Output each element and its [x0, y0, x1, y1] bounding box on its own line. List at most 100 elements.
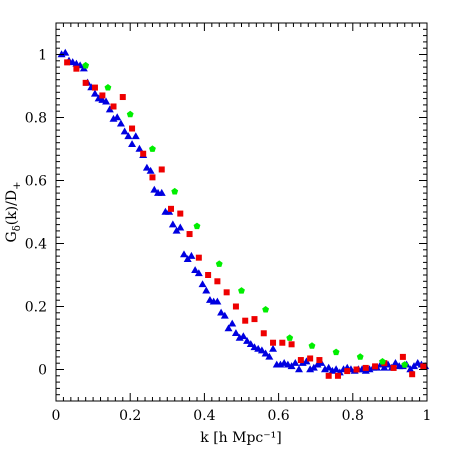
data-point-pentagon: [379, 358, 386, 365]
data-point-square: [270, 339, 277, 346]
data-point-triangle: [243, 336, 252, 344]
data-point-square: [205, 272, 212, 278]
data-point-square: [99, 92, 106, 99]
data-point-pentagon: [332, 348, 340, 356]
y-tick-label: 0.6: [25, 174, 47, 190]
x-tick-label: 0.6: [267, 408, 289, 424]
data-point-square: [158, 166, 165, 173]
x-tick-label: 0.4: [193, 408, 215, 424]
data-point-triangle: [224, 324, 233, 332]
data-point-square: [344, 368, 351, 375]
data-point-square: [214, 278, 221, 285]
data-point-triangle: [168, 220, 177, 228]
data-point-triangle: [332, 365, 341, 373]
y-axis-label-subscript: δ: [12, 225, 23, 231]
data-point-triangle: [265, 352, 274, 360]
data-point-triangle: [187, 251, 196, 259]
data-point-pentagon: [262, 306, 270, 313]
data-point-triangle: [213, 297, 222, 305]
data-point-pentagon: [356, 353, 364, 360]
data-point-pentagon: [308, 342, 316, 349]
data-point-triangle: [135, 144, 144, 152]
x-axis-label: k [h Mpc⁻¹]: [200, 430, 281, 446]
data-point-pentagon: [82, 61, 90, 69]
data-point-triangle: [191, 266, 200, 274]
data-point-square: [297, 357, 304, 364]
data-point-square: [73, 65, 80, 72]
data-point-triangle: [391, 359, 400, 366]
data-point-square: [119, 94, 126, 101]
data-point-triangle: [269, 344, 278, 352]
data-point-square: [288, 341, 295, 348]
data-point-pentagon: [126, 110, 134, 118]
data-point-square: [232, 303, 239, 310]
x-tick-label: 0.8: [342, 408, 364, 424]
y-axis-label-main: G: [4, 231, 20, 242]
series-1: [64, 59, 427, 379]
data-point-square: [353, 366, 360, 373]
data-point-square: [362, 364, 369, 371]
data-point-triangle: [146, 166, 155, 174]
series-0: [57, 48, 430, 376]
data-point-square: [390, 364, 397, 371]
data-point-triangle: [105, 105, 114, 113]
data-point-square: [64, 59, 71, 66]
data-point-triangle: [246, 340, 255, 348]
plot-frame: [55, 22, 428, 402]
data-point-square: [325, 372, 332, 379]
y-tick-label: 1: [38, 48, 47, 64]
data-point-triangle: [90, 89, 99, 97]
data-point-square: [91, 84, 98, 91]
data-point-square: [334, 372, 341, 379]
data-point-pentagon: [238, 287, 245, 294]
data-point-triangle: [302, 357, 311, 365]
data-point-square: [242, 317, 249, 324]
data-point-square: [82, 79, 89, 86]
data-point-square: [420, 363, 427, 370]
data-point-pentagon: [149, 145, 156, 152]
data-point-square: [168, 205, 175, 212]
data-point-pentagon: [193, 222, 201, 230]
y-tick-label: 0.2: [25, 300, 47, 316]
data-point-triangle: [120, 127, 129, 135]
data-point-triangle: [61, 48, 70, 56]
x-tick-labels: 0 0.2 0.4 0.6 0.8 1: [52, 408, 432, 424]
data-point-square: [195, 254, 202, 261]
data-point-triangle: [142, 163, 151, 171]
y-axis-label-subscript-2: +: [12, 182, 23, 190]
ticks: [55, 22, 428, 402]
data-point-triangle: [113, 113, 122, 121]
data-point-triangle: [231, 329, 240, 337]
data-point-square: [223, 289, 230, 296]
data-point-square: [399, 353, 406, 360]
data-point-triangle: [217, 308, 226, 316]
data-point-triangle: [124, 132, 133, 140]
data-point-triangle: [198, 280, 207, 288]
data-point-square: [140, 150, 147, 157]
data-point-square: [177, 210, 184, 217]
data-point-triangle: [257, 346, 266, 354]
y-tick-label: 0.8: [25, 111, 47, 127]
plot-area: [57, 48, 430, 379]
data-point-triangle: [295, 365, 303, 373]
data-point-pentagon: [215, 260, 223, 267]
data-point-triangle: [150, 185, 159, 193]
data-point-square: [307, 355, 314, 362]
data-point-square: [186, 231, 193, 238]
data-point-triangle: [202, 286, 211, 294]
data-point-triangle: [128, 140, 137, 148]
series-2: [82, 61, 409, 368]
data-point-pentagon: [286, 334, 294, 341]
data-point-triangle: [228, 319, 237, 327]
data-point-triangle: [261, 349, 270, 357]
data-point-square: [260, 330, 267, 337]
y-axis-label-rest: (k)/D: [4, 190, 20, 225]
data-point-triangle: [131, 132, 140, 140]
data-point-square: [372, 363, 379, 370]
data-point-pentagon: [401, 361, 409, 368]
data-point-triangle: [157, 188, 166, 196]
data-point-square: [251, 316, 258, 323]
data-point-triangle: [220, 311, 229, 319]
data-point-triangle: [194, 269, 203, 277]
